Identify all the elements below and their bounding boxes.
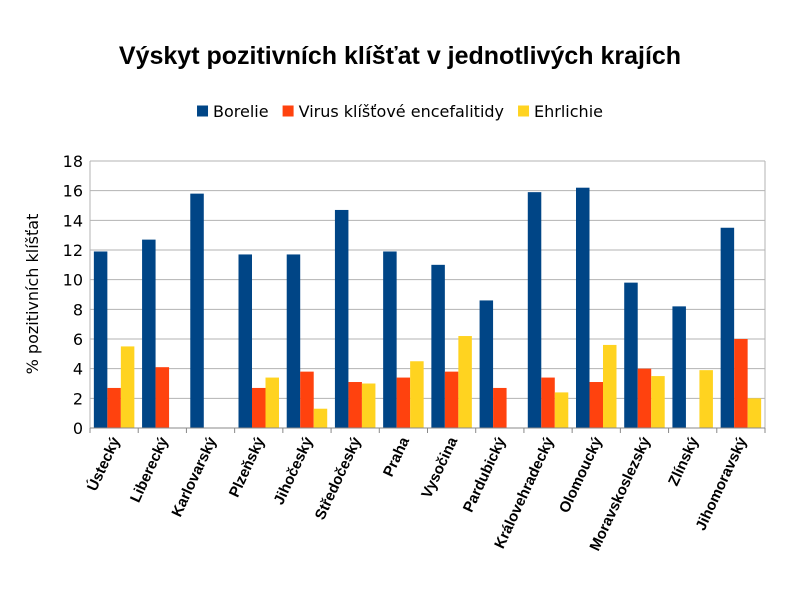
bar-virus <box>396 377 411 428</box>
bar-ehrlichie <box>651 376 665 428</box>
bar-borelie <box>383 251 397 428</box>
legend-item: Virus klíšťové encefalitidy <box>282 102 504 121</box>
x-category-label: Zlínský <box>665 434 703 489</box>
x-category-label: Jihočeský <box>271 434 317 508</box>
y-tick-label: 12 <box>63 241 83 260</box>
bar-ehrlichie <box>699 370 713 428</box>
bar-borelie <box>190 193 204 428</box>
x-category-label: Praha <box>380 434 413 480</box>
x-category-label: Jihomoravský <box>692 434 750 533</box>
bar-borelie <box>720 227 735 428</box>
bar-virus <box>348 382 362 428</box>
bar-ehrlichie <box>458 336 472 428</box>
bar-ehrlichie <box>554 392 569 428</box>
bar-ehrlichie <box>265 377 279 428</box>
x-category-label: Ústecký <box>83 433 124 493</box>
legend-label: Ehrlichie <box>534 102 603 121</box>
bar-borelie <box>527 192 542 428</box>
legend-item: Borelie <box>197 102 269 121</box>
chart-title: Výskyt pozitivních klíšťat v jednotlivýc… <box>119 42 681 70</box>
y-tick-label: 14 <box>63 211 83 230</box>
y-axis-title: % pozitivních klíšťat <box>23 214 42 375</box>
axes <box>89 161 766 433</box>
y-tick-label: 18 <box>63 152 83 171</box>
x-category-label: Vysočina <box>418 434 461 501</box>
bar-borelie <box>93 251 108 428</box>
x-category-label: Středočeský <box>312 434 365 523</box>
bar-borelie <box>672 306 686 428</box>
legend-label: Virus klíšťové encefalitidy <box>299 102 504 121</box>
bar-ehrlichie <box>361 383 376 428</box>
bar-borelie <box>334 209 349 428</box>
bar-ehrlichie <box>410 361 424 428</box>
y-tick-label: 10 <box>63 271 83 290</box>
bar-borelie <box>479 300 494 428</box>
bar-virus <box>155 367 170 428</box>
y-tick-label: 16 <box>63 182 83 201</box>
bar-virus <box>541 377 555 428</box>
bar-virus <box>444 371 459 428</box>
bar-borelie <box>624 282 638 428</box>
bar-borelie <box>576 187 590 428</box>
y-tick-label: 4 <box>73 360 83 379</box>
bar-virus <box>300 371 314 428</box>
y-tick-label: 6 <box>73 330 83 349</box>
bar-borelie <box>238 254 252 428</box>
x-category-label: Plzeňský <box>226 434 269 500</box>
bar-virus <box>734 339 748 428</box>
bar-ehrlichie <box>747 398 762 428</box>
bar-virus <box>589 382 603 428</box>
bar-virus <box>637 368 652 428</box>
y-tick-label: 8 <box>73 300 83 319</box>
legend-item: Ehrlichie <box>518 102 603 121</box>
x-category-label: Karlovarský <box>168 434 220 520</box>
bar-borelie <box>286 254 301 428</box>
legend: Borelie Virus klíšťové encefalitidy Ehrlic… <box>197 102 603 121</box>
bar-borelie <box>142 239 156 428</box>
bar-virus <box>493 387 507 428</box>
bar-borelie <box>431 264 445 428</box>
bar-virus <box>252 387 266 428</box>
x-category-label: Olomoucký <box>556 434 606 516</box>
legend-label: Borelie <box>213 102 269 121</box>
bar-ehrlichie <box>313 408 328 428</box>
bars <box>93 187 762 428</box>
x-category-label: Pardubický <box>460 434 510 515</box>
bar-virus <box>107 387 121 428</box>
bar-ehrlichie <box>120 346 135 428</box>
legend-swatch <box>518 105 530 117</box>
legend-swatch <box>197 105 209 117</box>
y-tick-label: 2 <box>73 389 83 408</box>
bar-ehrlichie <box>603 344 617 428</box>
y-tick-label: 0 <box>73 419 83 438</box>
x-category-label: Liberecký <box>127 434 172 505</box>
legend-swatch <box>282 105 294 117</box>
y-axis-ticks: 0 2 4 6 8 10 12 14 16 18 <box>63 152 83 438</box>
